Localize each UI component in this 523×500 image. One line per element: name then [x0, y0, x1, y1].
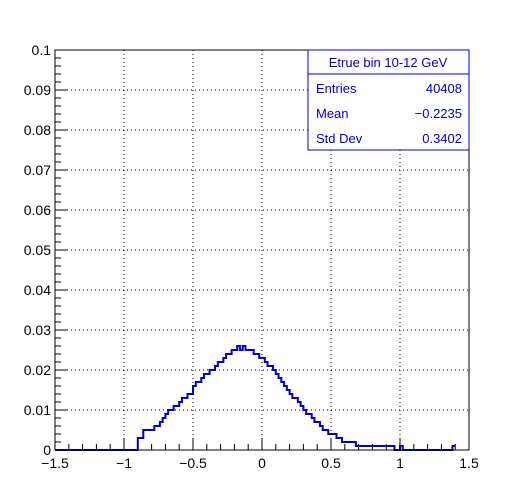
y-tick-label: 0.02	[24, 362, 51, 378]
stats-mean-value: −0.2235	[415, 106, 462, 121]
stats-stddev-value: 0.3402	[422, 131, 462, 146]
stats-box: Etrue bin 10-12 GeV Entries 40408 Mean −…	[308, 50, 469, 150]
y-tick-label: 0.08	[24, 122, 51, 138]
x-tick-label: −0.5	[179, 455, 207, 471]
stats-stddev-label: Std Dev	[316, 131, 363, 146]
y-tick-label: 0.06	[24, 202, 51, 218]
x-tick-label: 1	[396, 455, 404, 471]
stats-mean-label: Mean	[316, 106, 349, 121]
y-tick-label: 0.1	[32, 42, 52, 58]
y-tick-label: 0.04	[24, 282, 51, 298]
y-tick-label: 0.01	[24, 402, 51, 418]
x-tick-label: 0.5	[321, 455, 341, 471]
y-tick-label: 0	[43, 442, 51, 458]
x-tick-label: 0	[258, 455, 266, 471]
x-tick-label: 1.5	[459, 455, 479, 471]
y-tick-label: 0.09	[24, 82, 51, 98]
histogram-series	[55, 346, 455, 450]
stats-entries-value: 40408	[426, 81, 462, 96]
stats-entries-label: Entries	[316, 81, 357, 96]
y-tick-label: 0.05	[24, 242, 51, 258]
y-tick-label: 0.07	[24, 162, 51, 178]
x-tick-label: −1	[116, 455, 132, 471]
stats-box-title: Etrue bin 10-12 GeV	[329, 55, 448, 70]
y-tick-label: 0.03	[24, 322, 51, 338]
